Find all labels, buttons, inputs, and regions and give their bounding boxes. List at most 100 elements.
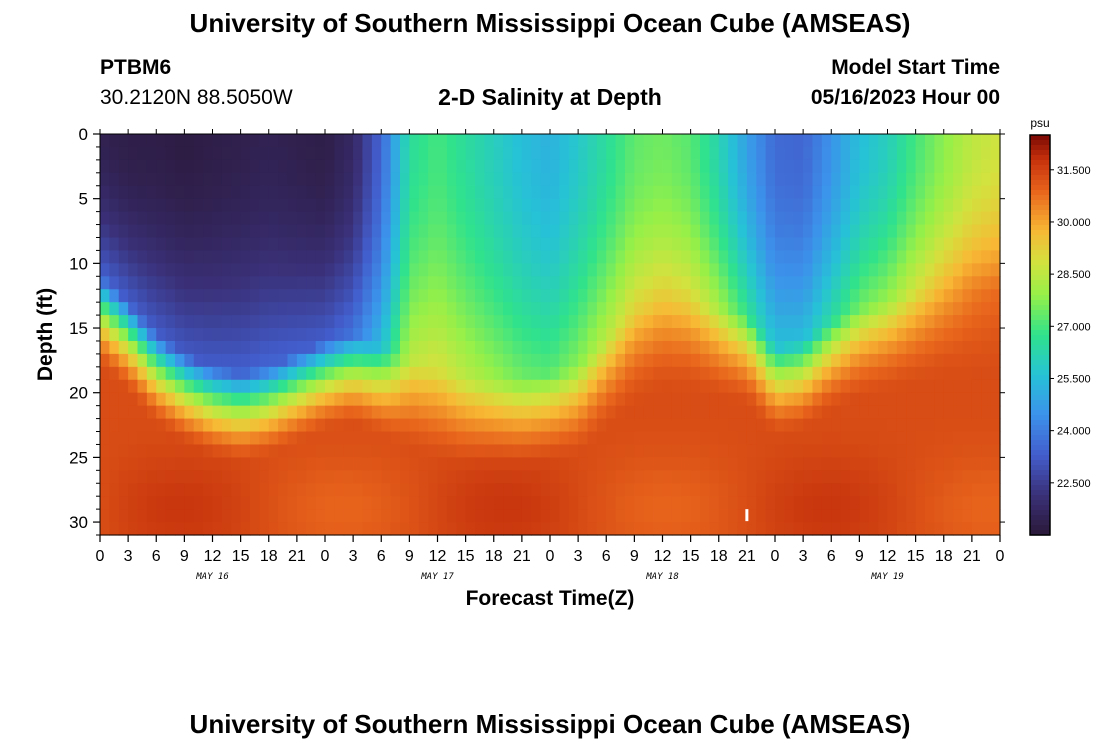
heatmap-cell <box>606 237 617 252</box>
heatmap-cell <box>728 392 739 407</box>
heatmap-cell <box>409 457 420 471</box>
heatmap-cell <box>625 340 635 355</box>
heatmap-cell <box>437 134 448 148</box>
heatmap-cell <box>118 250 129 264</box>
heatmap-cell <box>681 470 692 484</box>
heatmap-cell <box>418 263 429 277</box>
heatmap-cell <box>784 353 795 368</box>
heatmap-cell <box>521 366 532 381</box>
heatmap-cell <box>784 185 795 200</box>
heatmap-cell <box>184 405 195 420</box>
heatmap-cell <box>446 431 457 446</box>
heatmap-cell <box>896 185 907 200</box>
heatmap-cell <box>531 457 542 471</box>
heatmap-cell <box>943 315 954 329</box>
heatmap-cell <box>981 444 992 458</box>
heatmap-cell <box>990 353 1001 368</box>
heatmap-cell <box>550 405 560 420</box>
heatmap-cell <box>990 496 1001 510</box>
heatmap-cell <box>896 302 907 316</box>
heatmap-cell <box>568 353 579 368</box>
heatmap-cell <box>746 366 757 381</box>
heatmap-cell <box>287 315 298 329</box>
heatmap-cell <box>906 470 917 484</box>
heatmap-cell <box>306 405 317 420</box>
heatmap-cell <box>465 315 476 329</box>
heatmap-cell <box>306 431 317 446</box>
heatmap-cell <box>831 353 842 368</box>
heatmap-cell <box>559 172 570 187</box>
heatmap-cell <box>165 509 176 523</box>
heatmap-cell <box>784 522 795 536</box>
heatmap-cell <box>568 444 579 458</box>
heatmap-cell <box>868 134 879 148</box>
heatmap-cell <box>700 146 710 161</box>
heatmap-cell <box>850 198 860 213</box>
heatmap-cell <box>681 340 692 355</box>
heatmap-cell <box>943 366 954 381</box>
heatmap-cell <box>850 392 860 407</box>
station-coords: 30.2120N 88.5050W <box>100 86 293 109</box>
heatmap-cell <box>681 276 692 290</box>
heatmap-cell <box>606 418 617 433</box>
heatmap-cell <box>896 146 907 161</box>
heatmap-cell <box>456 496 467 510</box>
heatmap-cell <box>137 185 148 200</box>
heatmap-cell <box>259 431 270 446</box>
heatmap-cell <box>850 379 860 394</box>
heatmap-cell <box>718 315 729 329</box>
heatmap-cell <box>671 353 682 368</box>
heatmap-cell <box>568 315 579 329</box>
heatmap-cell <box>962 392 973 407</box>
heatmap-cell <box>868 224 879 239</box>
heatmap-cell <box>934 289 945 303</box>
heatmap-cell <box>315 328 326 342</box>
heatmap-cell <box>971 185 982 200</box>
heatmap-cell <box>109 483 120 497</box>
heatmap-cell <box>962 198 973 213</box>
heatmap-cell <box>700 340 710 355</box>
heatmap-cell <box>212 328 223 342</box>
heatmap-cell <box>428 172 439 187</box>
heatmap-cell <box>681 366 692 381</box>
heatmap-cell <box>896 172 907 187</box>
heatmap-cell <box>306 211 317 226</box>
heatmap-cell <box>287 146 298 161</box>
heatmap-cell <box>568 366 579 381</box>
heatmap-cell <box>512 224 523 239</box>
heatmap-cell <box>493 172 504 187</box>
heatmap-cell <box>259 483 270 497</box>
heatmap-cell <box>915 159 926 174</box>
heatmap-cell <box>981 289 992 303</box>
heatmap-cell <box>456 276 467 290</box>
heatmap-cell <box>803 224 814 239</box>
heatmap-cell <box>231 276 242 290</box>
heatmap-cell <box>540 444 551 458</box>
heatmap-cell <box>390 405 401 420</box>
heatmap-cell <box>400 366 410 381</box>
heatmap-cell <box>296 185 307 200</box>
heatmap-cell <box>681 134 692 148</box>
heatmap-cell <box>775 340 785 355</box>
heatmap-cell <box>643 444 654 458</box>
heatmap-cell <box>887 483 898 497</box>
heatmap-cell <box>400 302 410 316</box>
colorbar-segment <box>1030 435 1050 441</box>
heatmap-cell <box>418 392 429 407</box>
heatmap-cell <box>662 198 673 213</box>
heatmap-cell <box>812 418 823 433</box>
heatmap-cell <box>568 340 579 355</box>
heatmap-cell <box>268 444 279 458</box>
heatmap-cell <box>146 366 157 381</box>
heatmap-cell <box>831 522 842 536</box>
heatmap-cell <box>231 224 242 239</box>
heatmap-cell <box>915 146 926 161</box>
heatmap-cell <box>287 496 298 510</box>
heatmap-cell <box>596 146 607 161</box>
heatmap-cell <box>259 379 270 394</box>
heatmap-cell <box>906 159 917 174</box>
heatmap-cell <box>887 185 898 200</box>
heatmap-cell <box>165 457 176 471</box>
heatmap-cell <box>296 379 307 394</box>
heatmap-cell <box>231 483 242 497</box>
